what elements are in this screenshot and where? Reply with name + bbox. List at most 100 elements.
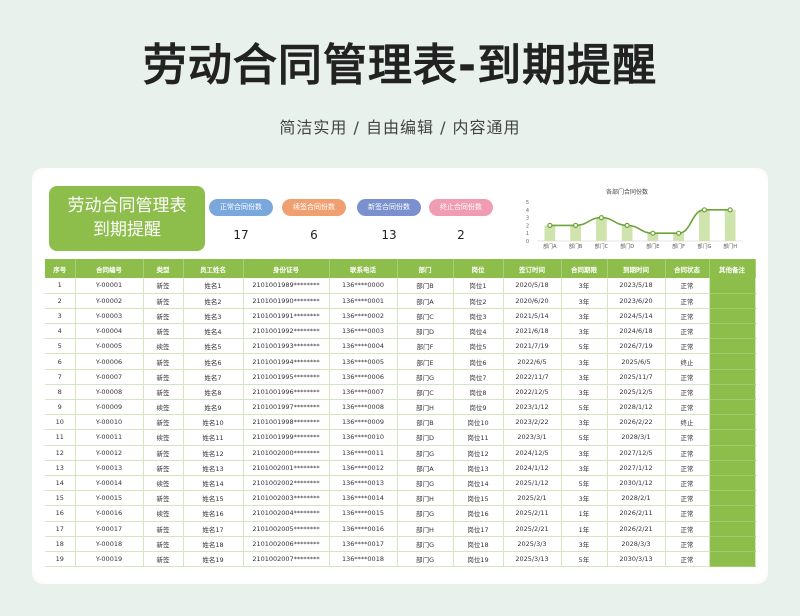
table-cell[interactable]: 2101001993******** — [243, 338, 330, 355]
table-cell[interactable]: 136****0005 — [329, 353, 398, 370]
table-cell[interactable]: 19 — [45, 551, 76, 568]
table-cell[interactable]: 部门C — [397, 384, 454, 401]
table-cell[interactable]: 新签 — [143, 460, 184, 476]
table-cell[interactable]: 5年 — [561, 551, 608, 568]
table-cell[interactable]: 部门H — [397, 490, 454, 507]
table-cell[interactable]: 岗位10 — [453, 414, 504, 431]
table-cell[interactable]: 岗位7 — [453, 369, 504, 385]
table-cell[interactable]: Y-00013 — [75, 460, 144, 476]
table-cell[interactable]: 136****0007 — [329, 384, 398, 401]
table-cell[interactable]: 正常 — [665, 551, 710, 568]
table-cell[interactable]: 姓名11 — [183, 429, 244, 446]
table-cell[interactable]: 136****0000 — [329, 278, 398, 294]
table-cell[interactable]: 2021/5/14 — [503, 308, 562, 325]
table-cell[interactable]: 2026/2/22 — [607, 414, 666, 431]
table-cell[interactable]: 新签 — [143, 445, 184, 461]
table-cell[interactable]: 岗位14 — [453, 475, 504, 492]
table-cell[interactable]: 正常 — [665, 278, 710, 294]
table-cell[interactable]: 2022/6/5 — [503, 353, 562, 370]
table-cell[interactable] — [709, 369, 756, 385]
table-cell[interactable]: 2022/11/7 — [503, 369, 562, 385]
table-cell[interactable]: 岗位4 — [453, 323, 504, 340]
table-cell[interactable]: 136****0012 — [329, 460, 398, 476]
table-cell[interactable]: 136****0013 — [329, 475, 398, 492]
table-cell[interactable]: 16 — [45, 505, 76, 522]
table-cell[interactable] — [709, 338, 756, 355]
table-cell[interactable]: 新签 — [143, 323, 184, 340]
table-cell[interactable]: 2026/2/21 — [607, 521, 666, 537]
table-cell[interactable]: 续签 — [143, 505, 184, 522]
table-cell[interactable]: 正常 — [665, 369, 710, 385]
table-cell[interactable]: 部门D — [397, 323, 454, 340]
table-cell[interactable]: 3年 — [561, 536, 608, 552]
table-cell[interactable]: 5年 — [561, 429, 608, 446]
table-cell[interactable]: 7 — [45, 369, 76, 385]
table-cell[interactable]: 2020/5/18 — [503, 278, 562, 294]
table-cell[interactable]: 136****0015 — [329, 505, 398, 522]
table-cell[interactable]: Y-00001 — [75, 278, 144, 294]
table-cell[interactable]: Y-00015 — [75, 490, 144, 507]
table-cell[interactable]: 8 — [45, 384, 76, 401]
table-cell[interactable]: 2025/3/13 — [503, 551, 562, 568]
table-cell[interactable]: 3 — [45, 308, 76, 325]
table-cell[interactable]: Y-00003 — [75, 308, 144, 325]
table-cell[interactable]: 3年 — [561, 384, 608, 401]
table-cell[interactable]: 姓名5 — [183, 338, 244, 355]
table-cell[interactable]: 3年 — [561, 278, 608, 294]
table-cell[interactable]: 2101001989******** — [243, 278, 330, 294]
table-cell[interactable]: 2101001999******** — [243, 429, 330, 446]
table-cell[interactable]: 10 — [45, 414, 76, 431]
table-cell[interactable]: 岗位1 — [453, 278, 504, 294]
table-cell[interactable]: 3年 — [561, 369, 608, 385]
table-cell[interactable]: 3年 — [561, 490, 608, 507]
table-cell[interactable]: 部门E — [397, 353, 454, 370]
table-cell[interactable]: 17 — [45, 521, 76, 537]
table-cell[interactable]: 136****0016 — [329, 521, 398, 537]
table-cell[interactable]: 部门F — [397, 338, 454, 355]
table-cell[interactable] — [709, 399, 756, 416]
table-cell[interactable]: 2025/3/3 — [503, 536, 562, 552]
table-cell[interactable] — [709, 460, 756, 476]
table-cell[interactable]: 136****0001 — [329, 293, 398, 309]
table-cell[interactable]: 9 — [45, 399, 76, 416]
table-cell[interactable]: 2101001997******** — [243, 399, 330, 416]
table-cell[interactable]: 岗位9 — [453, 399, 504, 416]
table-cell[interactable]: Y-00011 — [75, 429, 144, 446]
table-cell[interactable]: 正常 — [665, 505, 710, 522]
table-cell[interactable]: Y-00008 — [75, 384, 144, 401]
table-cell[interactable]: 136****0004 — [329, 338, 398, 355]
table-cell[interactable]: 新签 — [143, 551, 184, 568]
table-cell[interactable]: 姓名13 — [183, 460, 244, 476]
table-cell[interactable]: 2021/7/19 — [503, 338, 562, 355]
table-cell[interactable]: 新签 — [143, 369, 184, 385]
table-cell[interactable]: 2101002006******** — [243, 536, 330, 552]
table-cell[interactable]: 岗位18 — [453, 536, 504, 552]
table-cell[interactable]: 18 — [45, 536, 76, 552]
table-cell[interactable]: 3年 — [561, 323, 608, 340]
table-cell[interactable]: 2025/2/21 — [503, 521, 562, 537]
table-cell[interactable]: 姓名7 — [183, 369, 244, 385]
table-cell[interactable]: 2101001992******** — [243, 323, 330, 340]
table-cell[interactable]: 终止 — [665, 353, 710, 370]
table-cell[interactable]: 136****0003 — [329, 323, 398, 340]
table-cell[interactable]: 姓名18 — [183, 536, 244, 552]
table-cell[interactable]: 2101001998******** — [243, 414, 330, 431]
table-cell[interactable]: 3年 — [561, 308, 608, 325]
table-cell[interactable]: 岗位13 — [453, 460, 504, 476]
table-cell[interactable]: 姓名15 — [183, 490, 244, 507]
table-cell[interactable]: 2101002001******** — [243, 460, 330, 476]
table-cell[interactable]: 2024/1/12 — [503, 460, 562, 476]
table-cell[interactable]: 姓名16 — [183, 505, 244, 522]
table-cell[interactable]: 姓名1 — [183, 278, 244, 294]
table-cell[interactable]: 2101001991******** — [243, 308, 330, 325]
table-cell[interactable]: 姓名17 — [183, 521, 244, 537]
table-cell[interactable]: 2024/12/5 — [503, 445, 562, 461]
table-cell[interactable]: 136****0002 — [329, 308, 398, 325]
table-cell[interactable]: Y-00005 — [75, 338, 144, 355]
table-cell[interactable]: 续签 — [143, 338, 184, 355]
table-cell[interactable]: 1年 — [561, 505, 608, 522]
table-cell[interactable]: 部门G — [397, 551, 454, 568]
table-cell[interactable]: 3年 — [561, 353, 608, 370]
table-cell[interactable]: 2028/1/12 — [607, 399, 666, 416]
table-cell[interactable]: 136****0011 — [329, 445, 398, 461]
